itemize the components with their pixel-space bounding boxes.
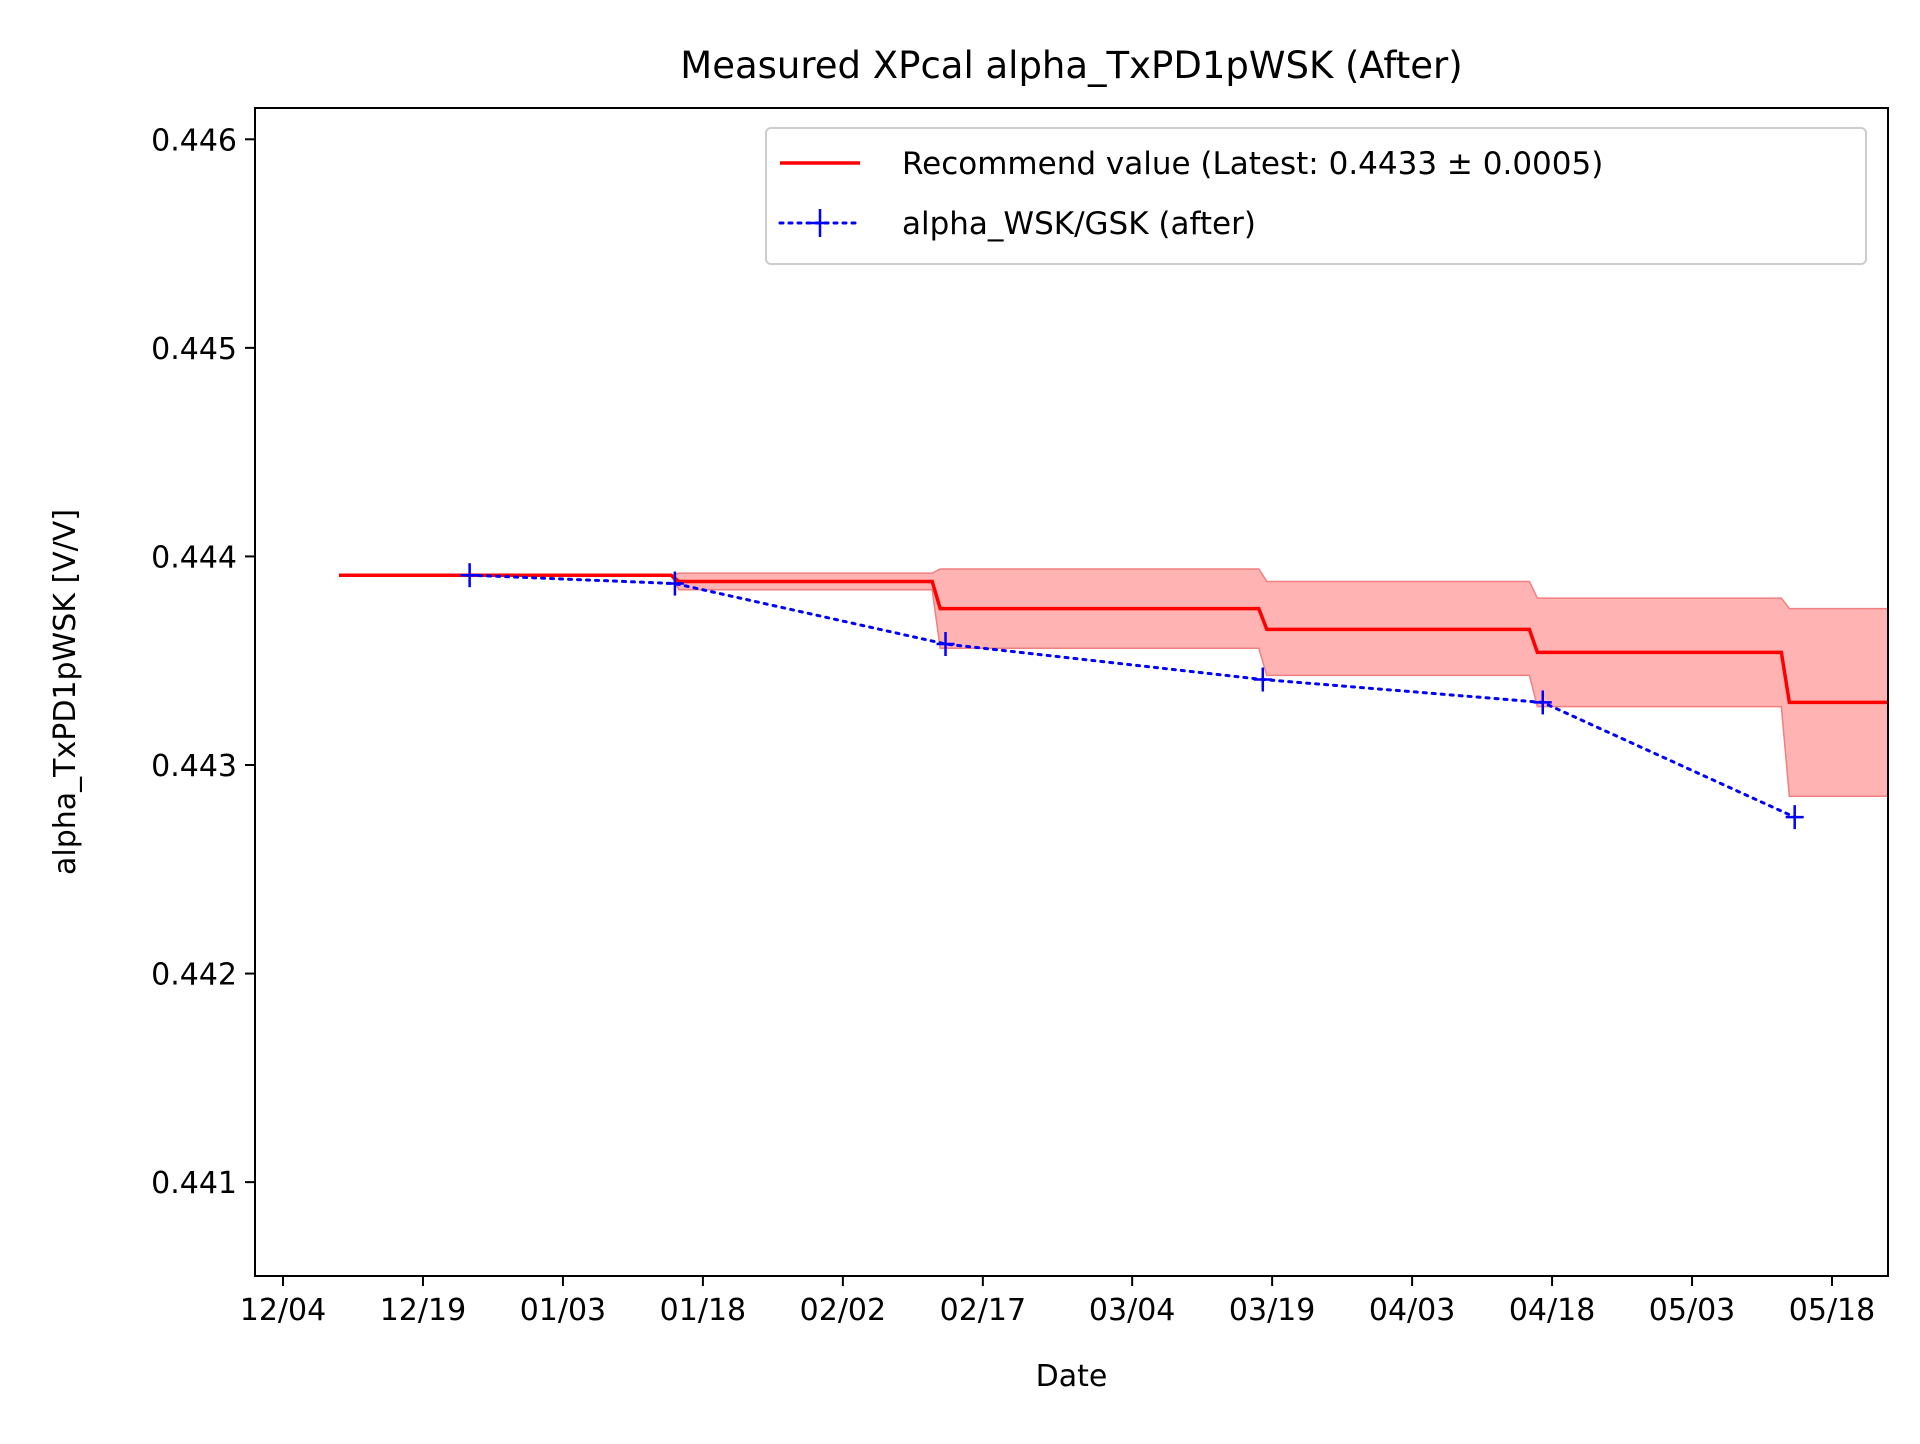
measured-series-line — [468, 573, 1797, 819]
y-tick-label: 0.445 — [151, 332, 237, 367]
x-tick-label: 01/18 — [660, 1293, 746, 1328]
y-tick-label: 0.446 — [151, 123, 237, 158]
y-tick-label: 0.441 — [151, 1166, 237, 1201]
plot-area-frame — [254, 107, 1889, 1277]
y-tick-label: 0.444 — [151, 540, 237, 575]
recommend-uncertainty-band — [338, 568, 1889, 798]
x-tick-label: 12/04 — [240, 1293, 326, 1328]
x-tick-label: 01/03 — [520, 1293, 606, 1328]
y-tick-label: 0.442 — [151, 958, 237, 993]
legend-marker-measured — [811, 209, 829, 237]
legend-box — [765, 127, 1867, 265]
x-tick-label: 03/04 — [1089, 1293, 1175, 1328]
x-tick-label: 05/03 — [1649, 1293, 1735, 1328]
legend-label-recommend: Recommend value (Latest: 0.4433 ± 0.0005… — [902, 146, 1603, 182]
confidence-band-layer — [338, 568, 1889, 798]
x-tick-label: 03/19 — [1229, 1293, 1315, 1328]
x-tick-label: 04/18 — [1509, 1293, 1595, 1328]
measured-data-point — [1785, 805, 1804, 830]
measured-data-point — [665, 571, 684, 596]
x-tick-label: 02/02 — [800, 1293, 886, 1328]
series-layer — [338, 563, 1888, 830]
x-axis-title: Date — [1036, 1359, 1108, 1394]
measured-data-point — [936, 632, 955, 657]
chart-title: Measured XPcal alpha_TxPD1pWSK (After) — [680, 44, 1462, 87]
y-axis-title: alpha_TxPD1pWSK [V/V] — [48, 509, 83, 875]
legend-label-measured: alpha_WSK/GSK (after) — [902, 206, 1256, 242]
legend: Recommend value (Latest: 0.4433 ± 0.0005… — [765, 127, 1867, 265]
y-axis: 0.441 0.442 0.443 0.444 0.445 0.446 — [151, 123, 255, 1201]
y-tick-label: 0.443 — [151, 749, 237, 784]
x-tick-label: 04/03 — [1369, 1293, 1455, 1328]
measured-data-point — [1253, 667, 1272, 692]
x-tick-label: 05/18 — [1789, 1293, 1875, 1328]
recommend-value-line — [338, 573, 1888, 705]
measured-data-point — [1533, 690, 1552, 715]
x-axis: 12/04 12/19 01/03 01/18 02/02 02/17 03/04 03/19… — [240, 1276, 1875, 1328]
x-tick-label: 02/17 — [940, 1293, 1026, 1328]
measured-data-point — [460, 563, 479, 588]
x-tick-label: 12/19 — [380, 1293, 466, 1328]
